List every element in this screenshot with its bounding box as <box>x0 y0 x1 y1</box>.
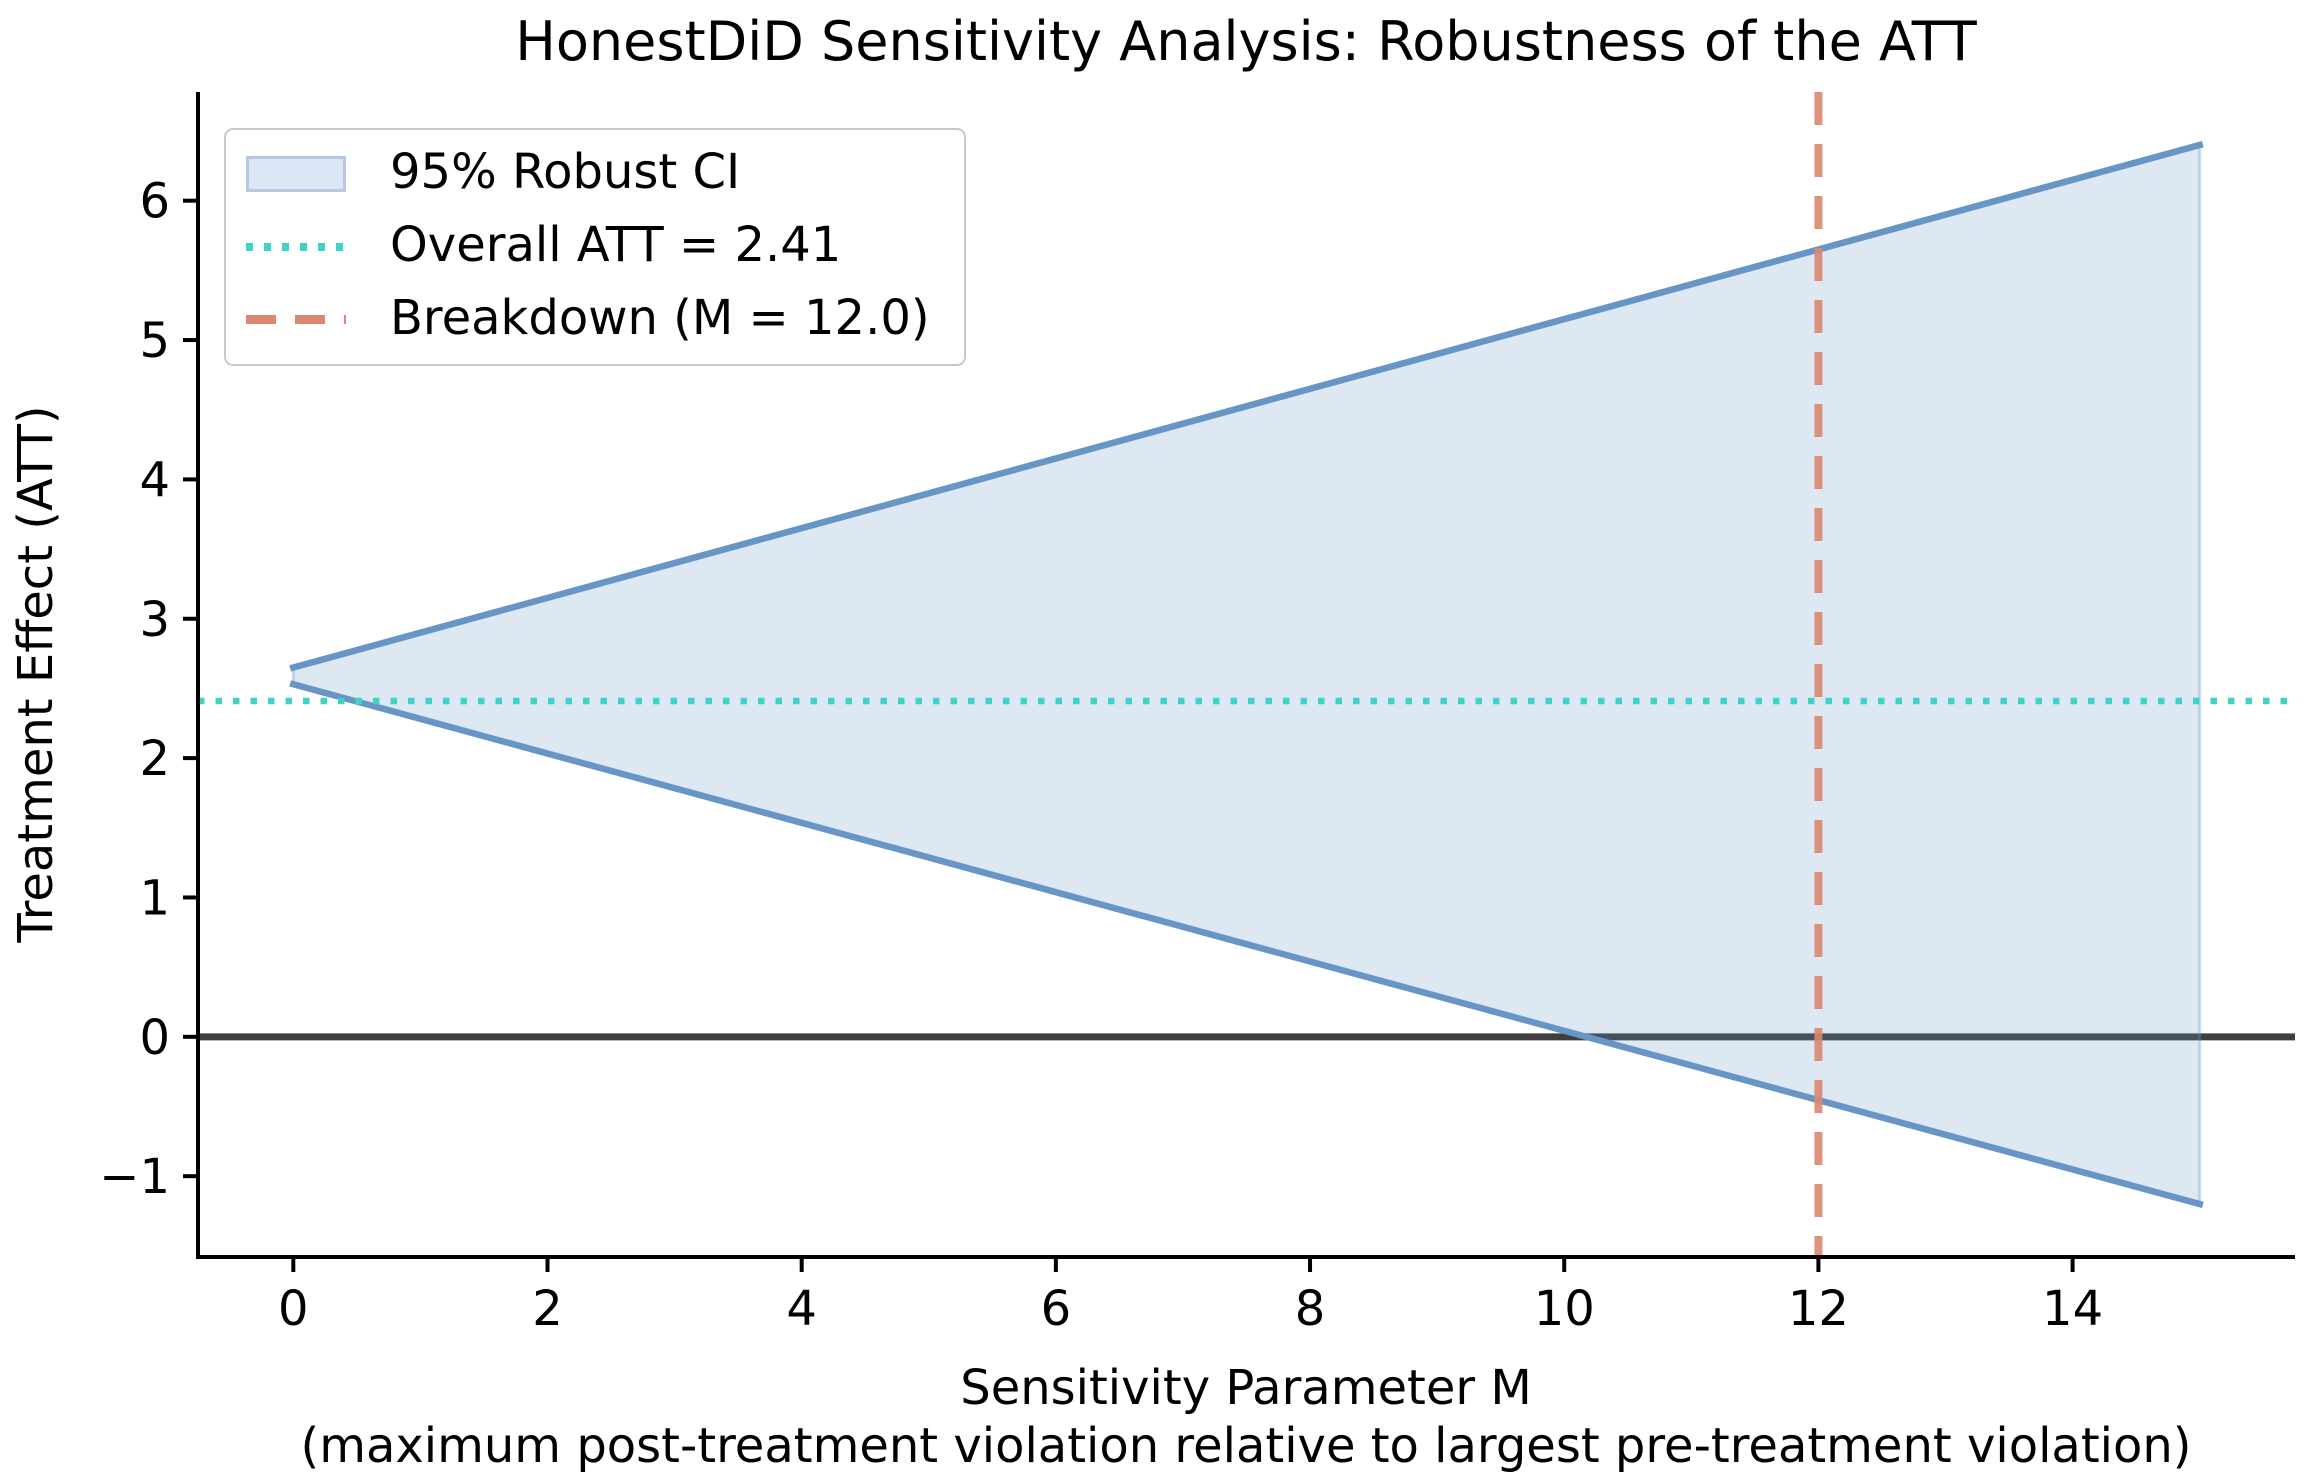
y-tick-label: 3 <box>139 592 170 648</box>
x-axis-label-line2: (maximum post-treatment violation relati… <box>300 1418 2191 1474</box>
x-tick-label: 14 <box>2042 1281 2103 1337</box>
y-tick-label: 6 <box>139 174 170 230</box>
ci-band-swatch-icon <box>246 156 346 193</box>
y-tick-label: 0 <box>139 1010 170 1066</box>
legend-label-robust-ci: 95% Robust CI <box>390 144 741 201</box>
x-tick-label: 6 <box>1041 1281 1072 1337</box>
legend-label-overall-att: Overall ATT = 2.41 <box>390 216 842 273</box>
x-tick-label: 2 <box>532 1281 563 1337</box>
breakdown-line-swatch-icon <box>246 315 346 325</box>
ci-lower-line <box>289 680 2204 1209</box>
legend-label-breakdown: Breakdown (M = 12.0) <box>390 289 930 346</box>
y-tick-label: 2 <box>139 731 170 787</box>
y-tick-label: −1 <box>99 1149 170 1205</box>
x-tick-label: 8 <box>1295 1281 1326 1337</box>
chart-title: HonestDiD Sensitivity Analysis: Robustne… <box>515 10 1977 73</box>
y-tick-label: 4 <box>139 452 170 508</box>
legend-item-robust-ci: 95% Robust CI <box>246 139 964 209</box>
legend: 95% Robust CI Overall ATT = 2.41 Breakdo… <box>224 128 966 366</box>
legend-item-overall-att: Overall ATT = 2.41 <box>246 212 964 282</box>
att-line-swatch-icon <box>246 242 346 251</box>
y-axis-label: Treatment Effect (ATT) <box>8 405 64 943</box>
x-tick-label: 4 <box>786 1281 817 1337</box>
x-axis-label-line1: Sensitivity Parameter M <box>960 1360 1532 1416</box>
ci-upper-line <box>289 140 2204 672</box>
y-tick-label: 1 <box>139 870 170 926</box>
x-tick-label: 12 <box>1788 1281 1849 1337</box>
y-tick-label: 5 <box>139 313 170 369</box>
x-tick-label: 0 <box>278 1281 309 1337</box>
legend-item-breakdown: Breakdown (M = 12.0) <box>246 285 964 355</box>
x-tick-label: 10 <box>1534 1281 1595 1337</box>
